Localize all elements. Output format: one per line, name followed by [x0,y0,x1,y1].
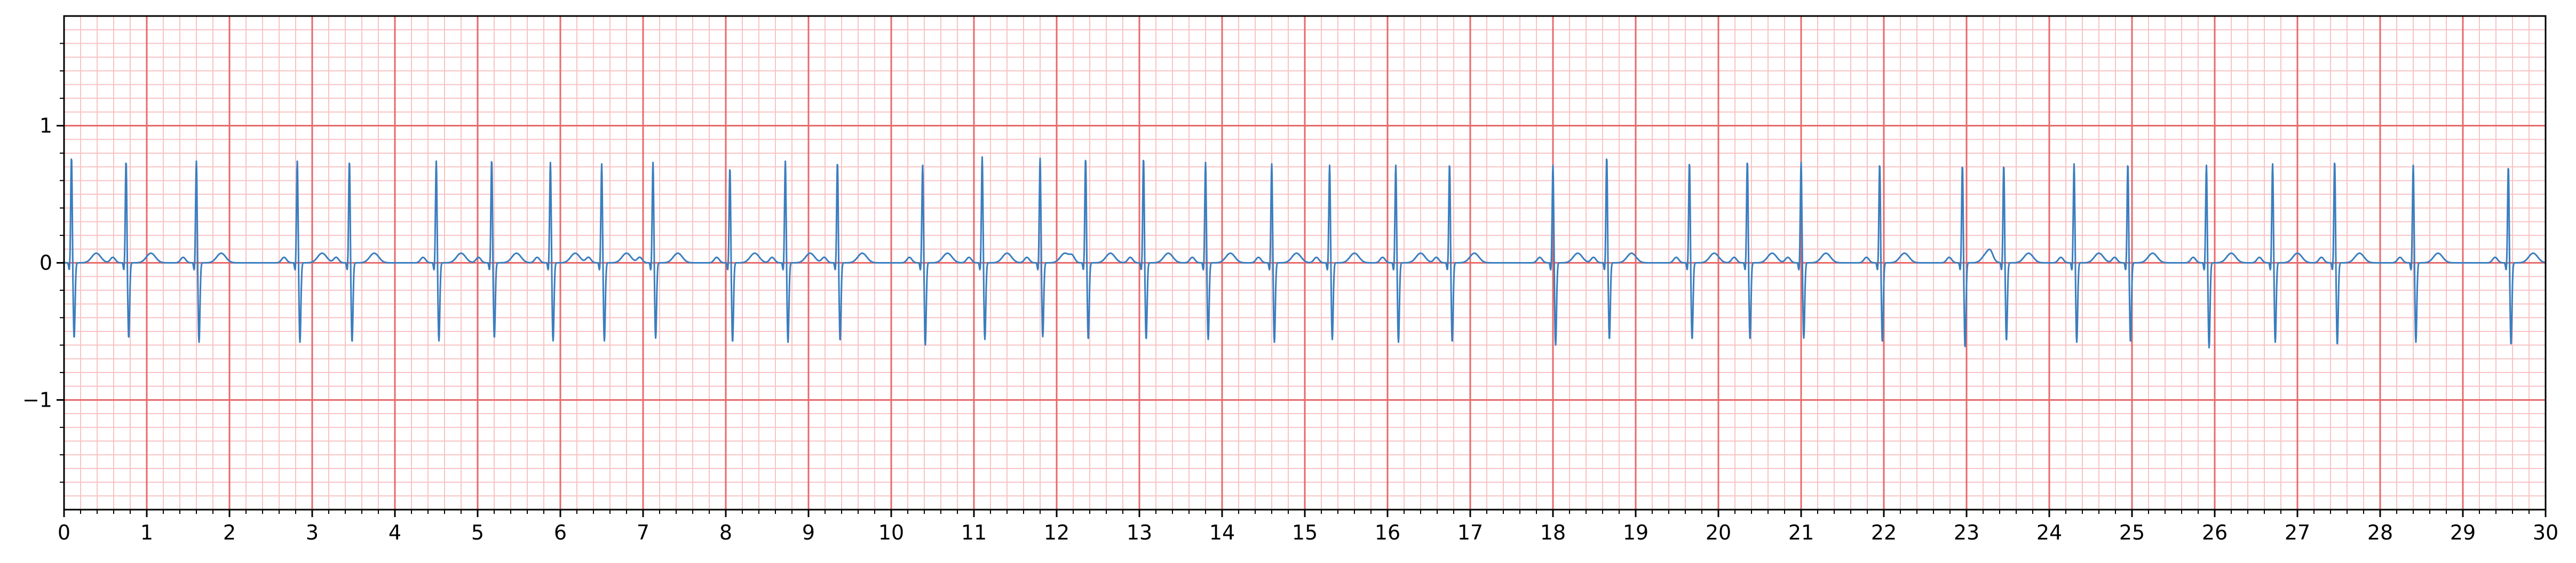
x-tick-label: 22 [1871,521,1897,544]
x-tick-label: 29 [2450,521,2476,544]
x-tick-label: 10 [878,521,904,544]
x-tick-label: 14 [1209,521,1235,544]
x-tick-label: 19 [1623,521,1648,544]
x-tick-label: 0 [58,521,70,544]
x-tick-label: 23 [1954,521,1979,544]
x-tick-label: 25 [2119,521,2145,544]
x-tick-label: 21 [1788,521,1814,544]
y-tick-label: −1 [22,388,52,411]
x-tick-label: 5 [471,521,484,544]
x-tick-label: 24 [2036,521,2062,544]
y-tick-label: 1 [39,114,52,138]
x-tick-label: 1 [140,521,153,544]
x-tick-label: 26 [2202,521,2228,544]
x-tick-label: 9 [802,521,815,544]
y-tick-label: 0 [39,251,52,275]
x-tick-label: 20 [1706,521,1731,544]
x-tick-label: 3 [306,521,319,544]
x-tick-label: 18 [1540,521,1566,544]
ecg-signal-line [64,156,2546,348]
series-layer [64,156,2546,348]
x-tick-label: 2 [223,521,236,544]
x-tick-label: 4 [389,521,401,544]
x-tick-label: 12 [1044,521,1069,544]
x-tick-label: 28 [2367,521,2393,544]
x-tick-label: 7 [637,521,649,544]
x-tick-label: 6 [554,521,567,544]
y-axis: −1 0 1 [22,43,64,483]
x-tick-label: 27 [2285,521,2310,544]
x-axis: 0 1 2 3 4 5 6 7 8 9 10 11 12 13 14 15 16 17 18 19 20 21 22 23 24… [58,510,2558,544]
x-tick-label: 11 [961,521,987,544]
x-tick-label: 17 [1457,521,1483,544]
x-tick-label: 30 [2533,521,2558,544]
x-tick-label: 15 [1292,521,1318,544]
x-tick-label: 8 [719,521,732,544]
x-tick-label: 16 [1375,521,1400,544]
x-tick-label: 13 [1127,521,1152,544]
